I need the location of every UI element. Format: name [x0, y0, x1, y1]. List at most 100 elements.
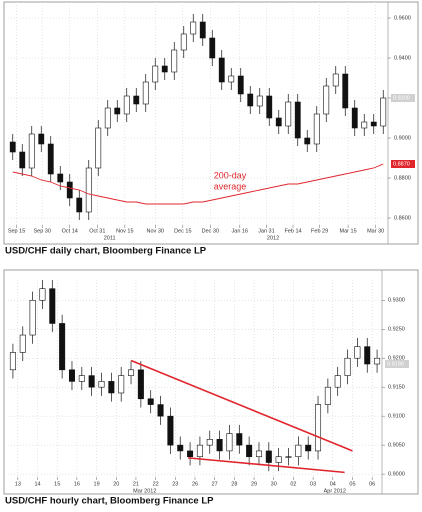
candle-body [370, 121, 377, 127]
y-tick-label: 0.9150 [388, 385, 405, 391]
candle-body [57, 173, 64, 183]
x-tick-label: Nov 30 [147, 228, 164, 234]
y-tick-label: 0.9050 [388, 443, 405, 449]
candle-body [180, 33, 187, 51]
candle-body [59, 323, 66, 371]
candle-body [147, 398, 154, 405]
x-tick-label: 21 [133, 481, 139, 487]
annotation: 200-day [214, 170, 247, 180]
candle-body [342, 73, 349, 109]
candle-body [114, 107, 121, 115]
x-tick-label: 15 [54, 481, 60, 487]
x-tick-label: 23 [172, 481, 178, 487]
candle-body [187, 450, 194, 458]
x-tick-label: Sep 30 [33, 228, 50, 234]
x-tick-label: Sep 15 [8, 228, 25, 234]
x-tick-label: 29 [251, 481, 257, 487]
candle-body [199, 21, 206, 39]
candle-body [196, 444, 203, 458]
candle-body [9, 352, 16, 371]
candle-body [218, 57, 225, 83]
x-sub-label: 2011 [104, 235, 116, 241]
x-tick-label: 14 [34, 481, 40, 487]
candle-body [228, 75, 235, 83]
annotation: average [214, 181, 247, 191]
chart-frame [3, 1, 419, 245]
x-tick-label: Mar 15 [340, 228, 357, 234]
candle-body [137, 369, 144, 400]
candle-body [324, 386, 331, 405]
x-tick-label: 27 [212, 481, 218, 487]
candle-body [128, 369, 135, 376]
x-tick-label: Dec 15 [174, 228, 191, 234]
candle-body [142, 81, 149, 105]
candle-body [285, 456, 292, 458]
candle-body [374, 357, 381, 365]
candle-body [29, 299, 36, 336]
x-sub-label: Mar 2012 [133, 488, 156, 494]
x-tick-label: 20 [113, 481, 119, 487]
candle-body [66, 181, 73, 199]
candle-body [206, 439, 213, 446]
candle-body [285, 101, 292, 127]
price-tag-label: 0.9190 [387, 361, 404, 367]
y-tick-label: 0.9000 [394, 135, 411, 141]
price-tag [391, 160, 415, 168]
y-tick-label: 0.9250 [388, 327, 405, 333]
x-tick-label: 19 [94, 481, 100, 487]
candle-body [246, 444, 253, 458]
candle-body [152, 65, 159, 83]
caption: USD/CHF daily chart, Bloomberg Finance L… [5, 246, 207, 257]
candle-body [275, 117, 282, 127]
candle-body [28, 133, 35, 169]
candle-body [364, 346, 371, 365]
candle-body [226, 433, 233, 452]
candle-body [161, 65, 168, 73]
x-tick-label: 28 [231, 481, 237, 487]
candle-body [236, 433, 243, 446]
candle-body [351, 107, 358, 129]
x-tick-label: Jan 31 [258, 228, 275, 234]
candle-body [171, 49, 178, 73]
candle-body [216, 439, 223, 452]
x-tick-label: 02 [290, 481, 296, 487]
candle-body [255, 450, 262, 458]
y-tick-label: 0.9000 [388, 472, 405, 478]
candle-body [334, 375, 341, 388]
x-tick-label: 22 [153, 481, 159, 487]
candle-body [315, 404, 322, 452]
candle-body [76, 197, 83, 213]
candle-body [209, 37, 216, 59]
x-tick-label: Nov 15 [116, 228, 133, 234]
x-sub-label: Apr 2012 [324, 488, 346, 494]
x-tick-label: Oct 14 [62, 228, 78, 234]
candle-body [78, 375, 85, 382]
x-tick-label: 03 [310, 481, 316, 487]
x-tick-label: Jan 16 [232, 228, 249, 234]
candle-body [104, 107, 111, 129]
y-tick-label: 0.8600 [394, 215, 411, 221]
candle-body [19, 334, 26, 353]
candle-body [9, 141, 16, 153]
candle-body [323, 85, 330, 115]
candle-body [98, 381, 105, 388]
candle-body [108, 381, 115, 394]
chart-frame [3, 269, 419, 495]
candle-body [177, 444, 184, 452]
x-tick-label: Feb 29 [311, 228, 328, 234]
candle-body [247, 93, 254, 107]
trendline [130, 359, 353, 452]
candle-body [294, 101, 301, 139]
x-tick-label: 26 [192, 481, 198, 487]
trendline [188, 457, 345, 474]
candle-body [118, 375, 125, 394]
price-tag-label: 0.8870 [393, 161, 410, 167]
candle-body [256, 95, 263, 107]
candle-body [85, 167, 92, 213]
x-tick-label: Dec 30 [202, 228, 219, 234]
x-tick-label: 04 [330, 481, 336, 487]
x-tick-label: 05 [349, 481, 355, 487]
candle-body [157, 404, 164, 417]
candle-body [295, 444, 302, 458]
candle-body [38, 133, 45, 145]
